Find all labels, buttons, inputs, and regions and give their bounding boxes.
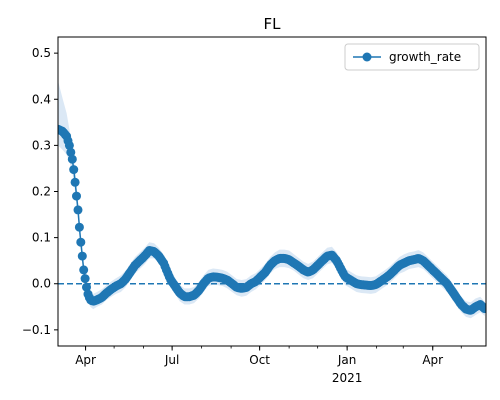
y-tick-label: 0.4 (32, 92, 51, 106)
x-tick-label: Oct (249, 353, 270, 367)
data-point (79, 265, 89, 275)
data-point (76, 237, 86, 247)
y-tick-label: 0.3 (32, 138, 51, 152)
legend: growth_rate (344, 43, 480, 71)
y-tick-label: 0.0 (32, 277, 51, 291)
x-year-label: 2021 (332, 371, 363, 385)
legend-label: growth_rate (389, 50, 461, 64)
data-point (82, 282, 91, 292)
data-point (77, 251, 87, 261)
plot-content (58, 80, 486, 319)
data-point (74, 222, 84, 232)
chart-title: FL (264, 15, 282, 33)
data-point (72, 191, 81, 201)
data-point (480, 304, 486, 314)
x-tick-label: Apr (422, 353, 443, 367)
data-point (80, 274, 90, 284)
axes: −0.1 0.0 0.1 0.2 0.3 0.4 0.5 Apr Jul Oct Jan 2021 Ap… (22, 36, 487, 385)
x-tick-label: Jul (164, 353, 179, 367)
plot-area (58, 80, 486, 319)
data-point (66, 147, 76, 157)
data-point (69, 165, 79, 175)
data-point (70, 177, 80, 187)
legend-box (344, 43, 480, 71)
x-tick-label: Jan (337, 353, 357, 367)
data-point (67, 154, 77, 164)
y-tick-label: −0.1 (22, 323, 51, 337)
plot-frame (57, 36, 487, 347)
data-point (73, 205, 83, 215)
y-tick-label: 0.1 (32, 231, 51, 245)
x-tick-label: Apr (75, 353, 96, 367)
y-tick-label: 0.5 (32, 46, 51, 60)
y-tick-label: 0.2 (32, 185, 51, 199)
legend-marker (362, 52, 372, 62)
data-point (64, 140, 74, 150)
